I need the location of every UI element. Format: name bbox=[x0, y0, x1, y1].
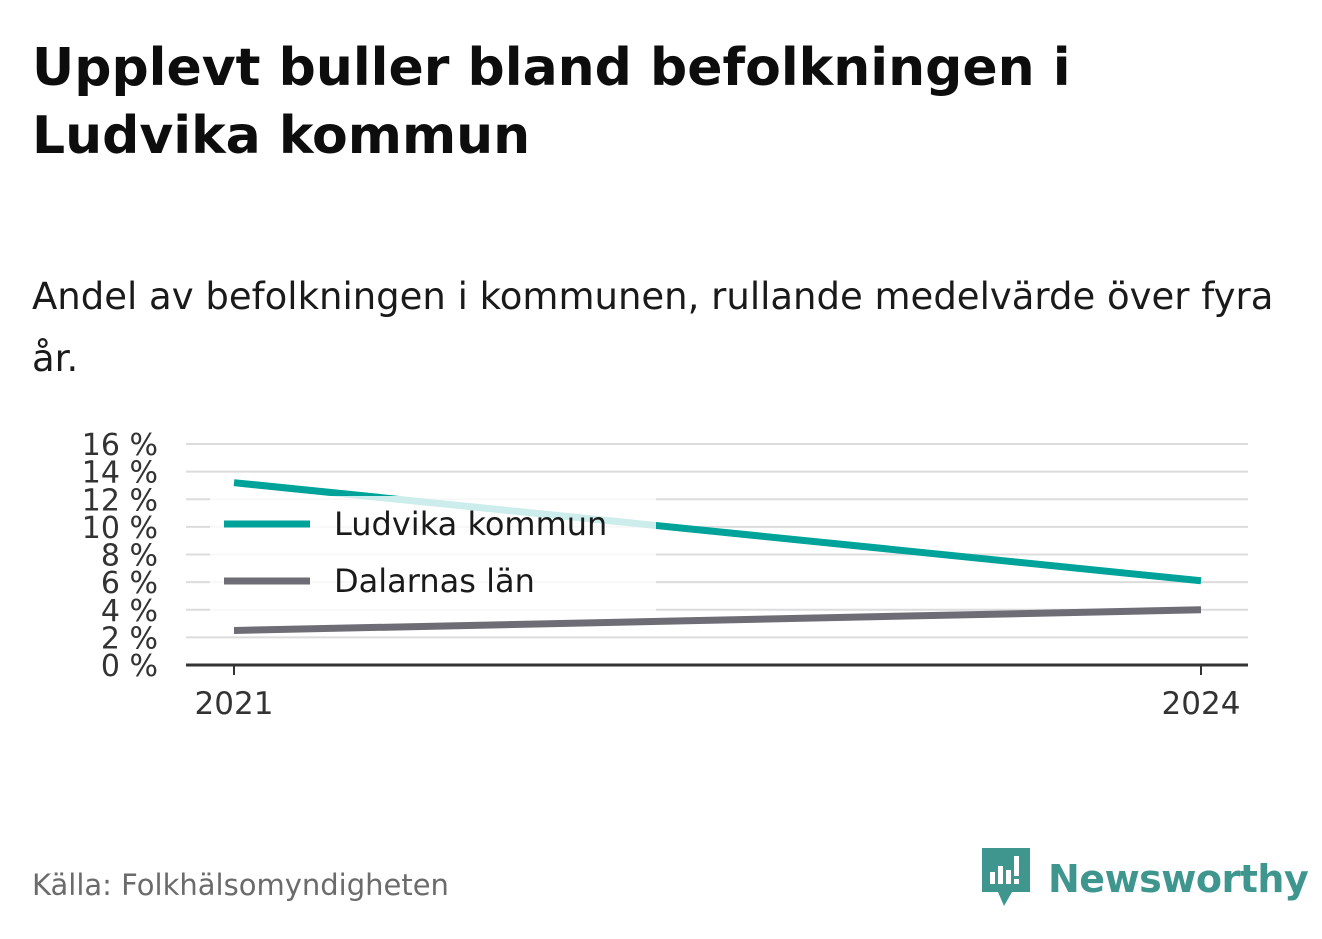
y-tick-label: 2 % bbox=[101, 621, 158, 656]
legend-label: Ludvika kommun bbox=[334, 505, 607, 543]
y-tick-label: 16 % bbox=[82, 428, 158, 463]
source-note: Källa: Folkhälsomyndigheten bbox=[32, 868, 449, 902]
y-tick-label: 6 % bbox=[101, 566, 158, 601]
x-tick-label: 2024 bbox=[1162, 686, 1241, 722]
legend-background bbox=[210, 496, 656, 616]
y-tick-label: 8 % bbox=[101, 539, 158, 574]
x-tick-label: 2021 bbox=[195, 686, 274, 722]
legend: Ludvika kommun Dalarnas län bbox=[210, 496, 656, 616]
y-tick-label: 4 % bbox=[101, 594, 158, 629]
y-tick-label: 0 % bbox=[101, 649, 158, 684]
line-chart: 0 %2 %4 %6 %8 %10 %12 %14 %16 % Ludvika … bbox=[82, 428, 1248, 722]
series-line bbox=[233, 606, 1202, 634]
chart-subtitle: Andel av befolkningen i kommunen, rullan… bbox=[32, 275, 1274, 380]
x-axis-ticks: 2021 2024 bbox=[195, 665, 1241, 722]
y-tick-label: 10 % bbox=[82, 511, 158, 546]
brand-name: Newsworthy bbox=[1048, 857, 1309, 901]
chart-title: Upplevt buller bland befolkningen i Ludv… bbox=[32, 38, 1071, 166]
y-tick-label: 14 % bbox=[82, 456, 158, 491]
brand-logo: Newsworthy bbox=[982, 848, 1309, 910]
y-tick-label: 12 % bbox=[82, 483, 158, 518]
legend-label: Dalarnas län bbox=[334, 562, 535, 600]
y-axis-ticks: 0 %2 %4 %6 %8 %10 %12 %14 %16 % bbox=[82, 428, 158, 684]
newsworthy-logo-icon bbox=[982, 848, 1030, 906]
